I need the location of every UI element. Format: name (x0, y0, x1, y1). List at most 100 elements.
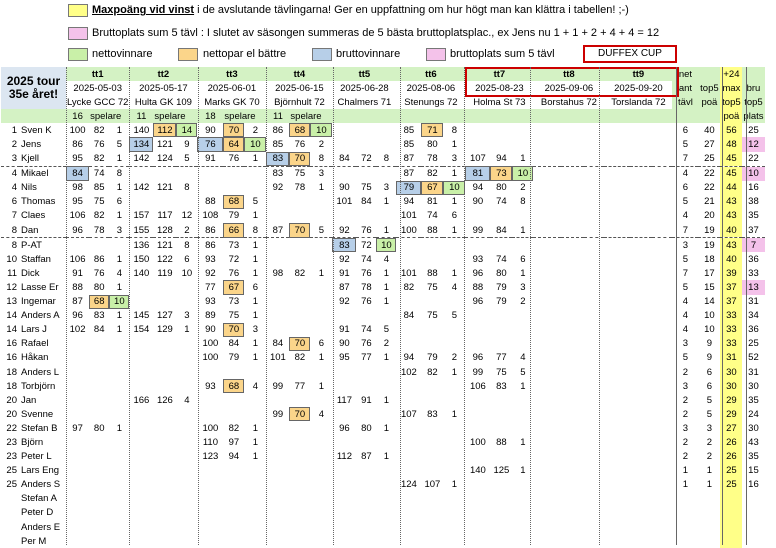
score-cell (223, 534, 244, 548)
score-cell (561, 181, 584, 195)
score-cell (652, 280, 672, 294)
score-cell (266, 252, 289, 266)
score-cell: 95 (72, 196, 83, 208)
score-cell: 75 (361, 182, 372, 194)
score-cell (465, 450, 490, 464)
score-cell: 71 (421, 123, 444, 138)
score-cell (652, 379, 672, 393)
score-cell (310, 237, 333, 253)
score-cell: 1 (318, 267, 325, 279)
top5-poa-cell: 22 (698, 165, 721, 181)
score-cell (89, 393, 109, 407)
score-cell: 140 (133, 124, 150, 136)
score-cell: 84 (403, 310, 415, 322)
score-cell (66, 365, 89, 379)
score-cell (266, 492, 289, 506)
score-cell (604, 237, 631, 253)
summary-header-top5-2: top5 (698, 81, 721, 96)
score-cell (266, 280, 289, 294)
score-cell: 85 (93, 182, 105, 194)
score-cell (561, 252, 584, 266)
column-divider (198, 67, 199, 545)
score-cell (421, 450, 443, 464)
event-date-tt9: 2025-09-20 (614, 82, 663, 94)
score-cell (561, 435, 584, 449)
score-cell (604, 534, 630, 548)
table-row: 23 Björn 110 97 1 100 88 1 2 2 26 43 (1, 435, 765, 450)
score-cell: 110 (202, 436, 218, 448)
score-cell (310, 435, 332, 449)
score-cell: 1 (383, 422, 390, 434)
score-cell: 4 (451, 281, 458, 293)
score-cell: 119 (157, 267, 173, 279)
score-cell (356, 534, 376, 548)
score-cell: 95 (72, 153, 83, 165)
bru-top5-cell: 30 (748, 380, 759, 392)
column-divider (464, 67, 465, 545)
score-cell: 2 (184, 224, 190, 236)
top5-poa-cell: 6 (706, 366, 713, 378)
score-cell (109, 506, 129, 520)
score-cell: 5 (451, 310, 458, 322)
score-cell (332, 478, 356, 492)
score-cell (176, 492, 197, 506)
rank-cell: 18 (6, 366, 17, 378)
score-cell (561, 478, 584, 492)
player-name: Sven K (21, 124, 52, 136)
score-cell (630, 323, 652, 337)
score-cell (490, 393, 512, 407)
score-cell (561, 309, 584, 323)
legend-nettopar-label: nettopar el bättre (203, 48, 287, 60)
score-cell (153, 520, 176, 534)
score-cell: 68 (223, 194, 245, 209)
score-cell: 100 (69, 124, 86, 136)
score-cell (176, 478, 197, 492)
score-cell (584, 478, 604, 492)
score-cell: 150 (133, 253, 150, 265)
score-cell: 66 (223, 223, 245, 238)
rank-cell: 16 (6, 352, 17, 364)
score-cell (66, 407, 89, 421)
score-cell (561, 323, 584, 337)
score-cell (584, 152, 604, 167)
score-cell (266, 421, 289, 435)
legend-nettopar-swatch (178, 48, 198, 61)
summary-header-top5-4 (698, 109, 721, 124)
score-cell (197, 492, 223, 506)
score-cell: 72 (356, 237, 377, 253)
score-cell: 1 (443, 165, 466, 181)
bru-top5-cell: 16 (748, 182, 759, 194)
score-cell (129, 520, 153, 534)
score-cell: 107 (469, 153, 486, 165)
column-divider (66, 67, 67, 545)
score-cell (89, 520, 109, 534)
score-cell (652, 492, 672, 506)
score-cell (652, 506, 672, 520)
score-cell: 142 (133, 153, 150, 165)
score-cell (630, 123, 652, 137)
bru-top5-cell: 12 (742, 137, 765, 152)
score-cell (561, 266, 584, 280)
rank-cell: 8 (11, 224, 17, 236)
score-cell (561, 295, 584, 309)
score-cell (89, 492, 109, 506)
score-cell (533, 435, 561, 449)
table-row: Per M (1, 534, 765, 548)
score-cell (66, 435, 89, 449)
score-cell (153, 195, 176, 209)
score-cell: 166 (133, 394, 150, 406)
score-cell: 84 (272, 338, 284, 350)
score-cell: 128 (156, 224, 173, 236)
score-cell: 84 (93, 324, 105, 336)
score-cell (356, 379, 376, 393)
player-name: P-AT (20, 237, 66, 253)
legend-yellow-swatch (68, 4, 88, 17)
score-cell (584, 492, 604, 506)
score-cell: 100 (469, 436, 486, 448)
score-cell (604, 181, 630, 195)
score-cell (533, 309, 561, 323)
score-cell: 1 (451, 139, 458, 151)
score-cell (129, 450, 153, 464)
score-cell (465, 237, 491, 253)
score-cell (223, 520, 244, 534)
